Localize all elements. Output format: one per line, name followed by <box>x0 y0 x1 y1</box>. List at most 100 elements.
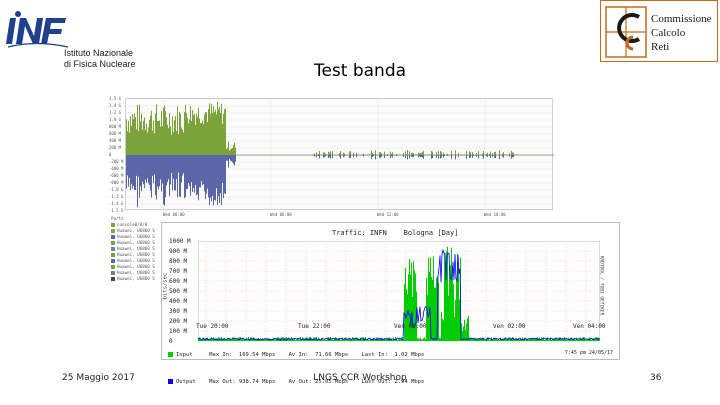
graph2-input-bar <box>545 339 546 341</box>
graph2-input-bar <box>369 339 370 341</box>
graph1-out-bar <box>217 155 218 206</box>
graph2-input-bar <box>452 266 453 341</box>
graph1-out-bar <box>221 155 222 206</box>
graph1-in-bar <box>419 153 420 155</box>
graph2-input-bar <box>531 338 532 341</box>
graph1-in-bar <box>489 153 490 155</box>
graph2-y-tick: 300 M <box>169 308 188 315</box>
graph2-input-bar <box>425 339 426 341</box>
graph1-in-bar <box>447 153 448 155</box>
graph1-out-bar <box>451 155 452 159</box>
graph2-input-bar <box>462 330 463 341</box>
graph1-y-tick: -600 M <box>109 173 124 178</box>
graph1-in-bar <box>201 123 202 155</box>
graph1-out-bar <box>441 155 442 158</box>
graph2-y-tick: 600 M <box>169 278 188 285</box>
graph1-in-bar <box>313 154 314 155</box>
graph1-y-tick: -1.5 G <box>109 208 124 213</box>
graph1-in-bar <box>186 113 187 155</box>
graph2-input-bar <box>244 339 245 341</box>
graph2-input-bar <box>271 339 272 341</box>
graph1-out-bar <box>130 155 131 191</box>
graph1-out-bar <box>220 155 221 194</box>
graph1-out-bar <box>314 155 315 157</box>
graph2-input-bar <box>489 339 490 341</box>
graph2-input-bar <box>535 338 536 341</box>
graph1-in-bar <box>139 104 140 155</box>
graph2-input-bar <box>503 338 504 341</box>
graph1-out-bar <box>172 155 173 191</box>
graph1-in-bar <box>320 154 321 155</box>
graph1-in-bar <box>316 152 317 155</box>
graph1-in-bar <box>412 152 413 155</box>
graph1-in-bar <box>348 154 349 155</box>
graph1-in-bar <box>362 154 363 155</box>
graph2-input-bar <box>532 337 533 341</box>
graph1-out-bar <box>219 155 220 203</box>
graph1-x-tick: Wed 18:00 <box>484 212 506 217</box>
graph1-in-bar <box>153 120 154 155</box>
graph1-in-bar <box>324 152 325 155</box>
graph2-plot-area <box>197 240 601 342</box>
graph1-in-bar <box>373 153 374 155</box>
graph1-out-bar <box>420 155 421 158</box>
graph1-in-bar <box>226 148 227 155</box>
legend-swatch-icon <box>111 241 115 245</box>
graph1-out-bar <box>150 155 151 191</box>
graph1-in-bar <box>436 152 437 155</box>
graph1-in-bar <box>511 150 512 155</box>
graph1-in-bar <box>231 148 232 155</box>
graph1-in-bar <box>429 154 430 155</box>
graph1-out-bar <box>186 155 187 190</box>
graph1-out-bar <box>375 155 376 160</box>
graph1-out-bar <box>167 155 168 182</box>
graph1-legend-item: Huawei, U6860 S <box>111 234 361 240</box>
graph2-input-bar <box>209 339 210 341</box>
graph1-y-tick: 800 M <box>109 124 122 129</box>
graph1-in-bar <box>372 153 373 155</box>
graph1-in-bar <box>189 119 190 155</box>
infn-line-1: Istituto Nazionale <box>64 48 134 58</box>
graph2-input-bar <box>378 338 379 341</box>
graph1-in-bar <box>349 151 350 155</box>
traffic-graph-screenshot-1: 1.5 G 1.4 G 1.2 G 1.0 G 800 M 600 M 400 M 200 M… <box>109 94 559 290</box>
graph2-input-bar <box>468 316 469 341</box>
graph1-in-bar <box>483 151 484 155</box>
graph1-in-bar <box>464 154 465 155</box>
graph1-in-bar <box>184 112 185 155</box>
graph2-input-bar <box>541 337 542 341</box>
graph1-out-bar <box>164 155 165 206</box>
graph1-in-bar <box>493 154 494 155</box>
graph1-in-bar <box>135 117 136 155</box>
graph1-in-bar <box>393 154 394 155</box>
graph1-in-bar <box>503 151 504 155</box>
graph1-in-bar <box>142 129 143 155</box>
graph1-in-bar <box>497 154 498 155</box>
graph1-in-bar <box>421 152 422 155</box>
graph2-input-bar <box>397 339 398 341</box>
graph2-input-bar <box>288 337 289 341</box>
graph1-in-bar <box>150 115 151 155</box>
graph2-input-bar <box>321 339 322 341</box>
graph1-in-bar <box>381 153 382 155</box>
graph1-out-bar <box>511 155 512 159</box>
graph1-out-bar <box>324 155 325 158</box>
graph1-out-bar <box>147 155 148 179</box>
graph1-out-bar <box>166 155 167 186</box>
graph1-out-bar <box>189 155 190 187</box>
graph1-out-bar <box>483 155 484 159</box>
graph1-in-bar <box>129 132 130 155</box>
graph2-input-bar <box>415 273 416 341</box>
legend-swatch-icon <box>111 271 115 275</box>
graph2-input-bar <box>211 337 212 341</box>
graph1-in-bar <box>480 154 481 155</box>
graph1-in-bar <box>417 154 418 155</box>
graph1-in-bar <box>158 120 159 155</box>
graph1-out-bar <box>513 155 514 158</box>
graph1-in-bar <box>329 152 330 155</box>
graph1-y-tick: 0 <box>109 152 112 157</box>
graph1-in-bar <box>232 147 233 155</box>
graph2-input-bar <box>304 339 305 341</box>
graph1-in-bar <box>366 154 367 155</box>
legend-swatch-icon <box>111 247 115 251</box>
